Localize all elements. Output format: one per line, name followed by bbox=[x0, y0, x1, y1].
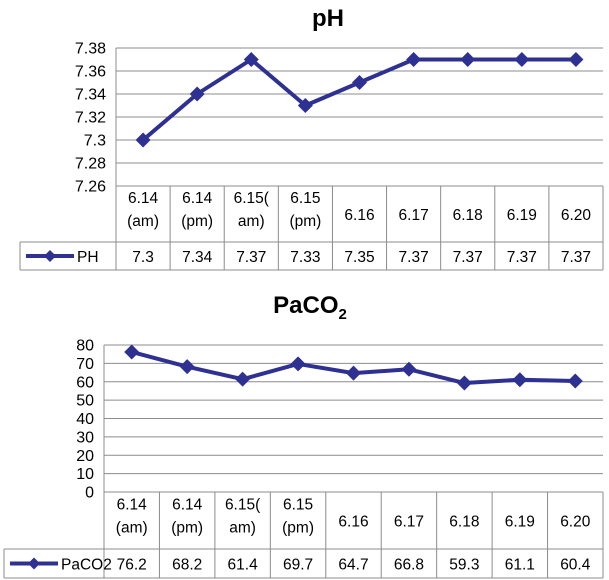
y-tick-label: 70 bbox=[76, 356, 94, 373]
data-point bbox=[512, 372, 528, 388]
category-label: 6.14 bbox=[172, 497, 203, 514]
data-value-label: 7.37 bbox=[507, 249, 537, 266]
data-value-label: 66.8 bbox=[394, 557, 424, 574]
data-point bbox=[124, 344, 140, 360]
data-value-label: 68.2 bbox=[172, 557, 202, 574]
category-label: am) bbox=[238, 213, 265, 230]
data-point bbox=[346, 365, 361, 381]
y-tick-label: 20 bbox=[76, 448, 94, 465]
y-tick-label: 60 bbox=[76, 374, 94, 391]
data-value-label: 59.3 bbox=[449, 557, 479, 574]
category-label: 6.15( bbox=[234, 190, 270, 207]
chart-title-subscript: 2 bbox=[339, 306, 347, 323]
category-label: 6.14 bbox=[182, 190, 213, 207]
data-value-label: 7.34 bbox=[182, 249, 213, 266]
data-point bbox=[297, 98, 313, 113]
category-label: 6.18 bbox=[453, 207, 483, 224]
category-label: 6.17 bbox=[394, 514, 424, 531]
legend-label: PaCO2 bbox=[61, 557, 112, 574]
y-tick-label: 7.26 bbox=[75, 179, 106, 196]
y-tick-label: 10 bbox=[76, 466, 94, 483]
data-point bbox=[568, 52, 584, 67]
category-label: (pm) bbox=[171, 520, 203, 537]
y-tick-label: 0 bbox=[85, 485, 94, 502]
data-value-label: 7.37 bbox=[453, 249, 483, 266]
category-label: 6.15( bbox=[225, 497, 261, 514]
category-label: 6.19 bbox=[507, 207, 537, 224]
y-tick-label: 7.36 bbox=[75, 64, 106, 81]
data-point bbox=[456, 375, 472, 391]
data-value-label: 61.4 bbox=[228, 557, 259, 574]
category-label: (am) bbox=[127, 213, 159, 230]
data-value-label: 60.4 bbox=[560, 557, 591, 574]
data-value-label: 76.2 bbox=[117, 557, 147, 574]
data-value-label: 64.7 bbox=[338, 557, 368, 574]
data-value-label: 7.37 bbox=[399, 249, 429, 266]
category-label: 6.19 bbox=[505, 514, 535, 531]
data-point bbox=[135, 132, 151, 148]
data-point bbox=[352, 75, 367, 90]
data-point bbox=[179, 359, 195, 375]
y-tick-label: 40 bbox=[76, 411, 94, 428]
category-label: 6.14 bbox=[117, 497, 148, 514]
data-point bbox=[401, 361, 417, 377]
category-label: (pm) bbox=[282, 520, 314, 537]
series-line bbox=[141, 57, 576, 142]
category-label: 6.20 bbox=[561, 207, 592, 224]
data-value-label: 7.33 bbox=[290, 249, 320, 266]
data-point bbox=[567, 373, 583, 389]
y-tick-label: 50 bbox=[76, 393, 94, 410]
legend-label: PH bbox=[77, 249, 99, 266]
data-value-label: 7.3 bbox=[132, 249, 154, 266]
data-value-label: 69.7 bbox=[283, 557, 313, 574]
y-tick-label: 7.34 bbox=[75, 87, 106, 104]
category-label: 6.17 bbox=[399, 207, 429, 224]
data-point bbox=[460, 52, 476, 67]
y-tick-label: 30 bbox=[76, 429, 94, 446]
y-tick-label: 7.32 bbox=[75, 110, 106, 127]
data-value-label: 61.1 bbox=[505, 557, 535, 574]
data-point bbox=[290, 356, 306, 372]
category-label: am) bbox=[229, 520, 256, 537]
category-label: (pm) bbox=[289, 213, 321, 230]
data-point bbox=[243, 52, 259, 67]
legend-marker bbox=[28, 557, 40, 570]
y-tick-label: 80 bbox=[76, 338, 94, 355]
legend-marker bbox=[44, 250, 56, 262]
data-point bbox=[235, 371, 251, 387]
category-label: 6.16 bbox=[344, 207, 374, 224]
category-label: 6.15 bbox=[283, 497, 313, 514]
y-tick-label: 7.38 bbox=[75, 41, 106, 58]
category-label: (pm) bbox=[181, 213, 213, 230]
category-label: 6.15 bbox=[290, 190, 320, 207]
chart-title: PaCO2 bbox=[273, 292, 347, 323]
chart-1: pH 7.26 7.28 7.3 7.32 7.34 7.36 7.38 6.14 (am) 6.1… bbox=[19, 5, 604, 271]
data-point bbox=[406, 52, 422, 67]
category-label: 6.18 bbox=[449, 514, 479, 531]
category-label: (am) bbox=[116, 520, 148, 537]
data-value-label: 7.35 bbox=[344, 249, 374, 266]
data-value-label: 7.37 bbox=[561, 249, 591, 266]
category-label: 6.16 bbox=[338, 514, 368, 531]
category-label: 6.14 bbox=[128, 190, 159, 207]
data-point bbox=[514, 52, 530, 67]
chart-title: pH bbox=[312, 5, 344, 32]
y-tick-label: 7.3 bbox=[84, 133, 106, 150]
data-point bbox=[189, 86, 205, 102]
data-value-label: 7.37 bbox=[236, 249, 266, 266]
category-label: 6.20 bbox=[560, 514, 591, 531]
y-tick-label: 7.28 bbox=[75, 156, 106, 173]
